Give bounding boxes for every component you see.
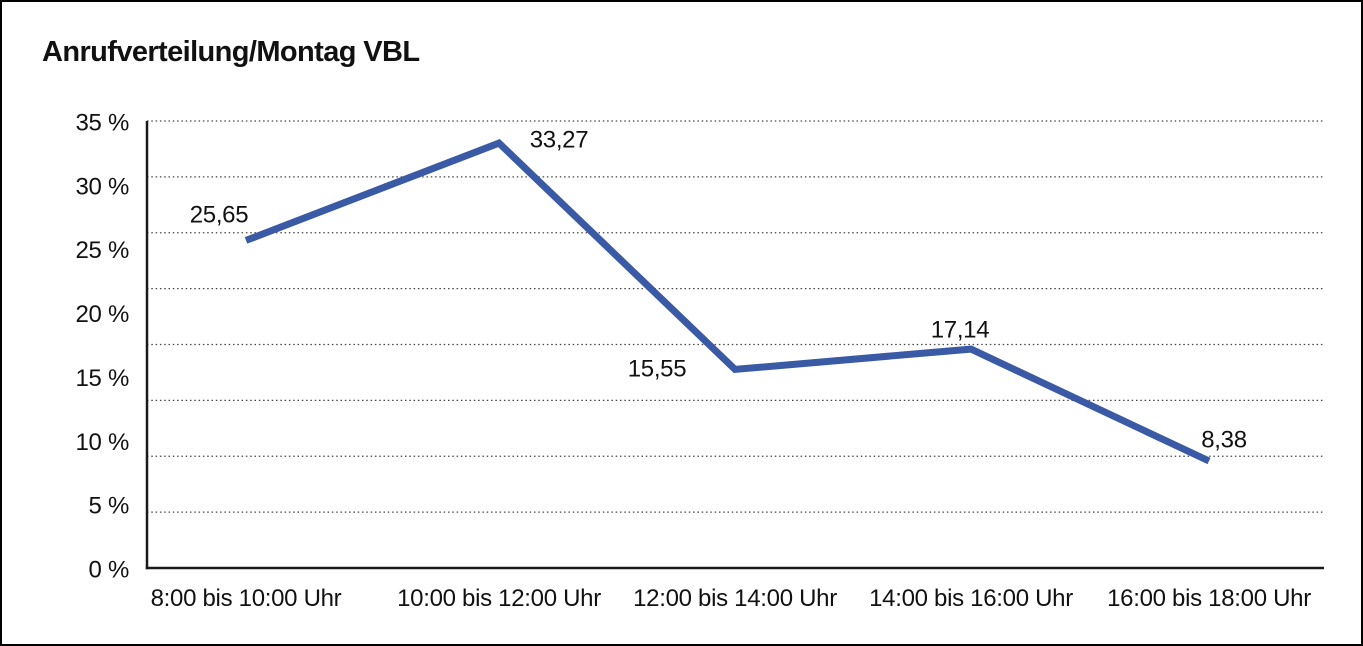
y-tick-label: 10 % — [75, 429, 129, 456]
y-axis-tick-labels: 35 % 30 % 25 % 20 % 15 % 10 % 5 % 0 % — [75, 110, 129, 584]
data-series-line — [244, 139, 1211, 465]
x-category-label: 8:00 bis 10:00 Uhr — [151, 585, 342, 612]
data-value-label: 17,14 — [931, 317, 990, 344]
x-category-label: 14:00 bis 16:00 Uhr — [869, 585, 1073, 612]
horizontal-gridlines — [147, 120, 1324, 513]
data-value-label: 15,55 — [628, 355, 687, 382]
y-tick-label: 5 % — [89, 493, 129, 520]
x-axis-category-labels: 8:00 bis 10:00 Uhr 10:00 bis 12:00 Uhr 12:… — [151, 585, 1312, 612]
x-category-label: 16:00 bis 18:00 Uhr — [1107, 585, 1311, 612]
y-tick-label: 25 % — [75, 237, 129, 264]
data-value-label: 8,38 — [1201, 426, 1247, 453]
y-tick-label: 0 % — [89, 557, 129, 584]
data-value-label: 25,65 — [190, 201, 249, 228]
y-tick-label: 20 % — [75, 301, 129, 328]
data-value-label: 33,27 — [530, 127, 589, 154]
y-tick-label: 35 % — [75, 110, 129, 137]
data-point-value-labels: 25,65 33,27 15,55 17,14 8,38 — [190, 127, 1247, 454]
y-tick-label: 30 % — [75, 173, 129, 200]
axes — [145, 121, 1324, 570]
chart-title: Anrufverteilung/Montag VBL — [42, 36, 420, 68]
x-category-label: 12:00 bis 14:00 Uhr — [633, 585, 837, 612]
x-category-label: 10:00 bis 12:00 Uhr — [397, 585, 601, 612]
y-tick-label: 15 % — [75, 365, 129, 392]
